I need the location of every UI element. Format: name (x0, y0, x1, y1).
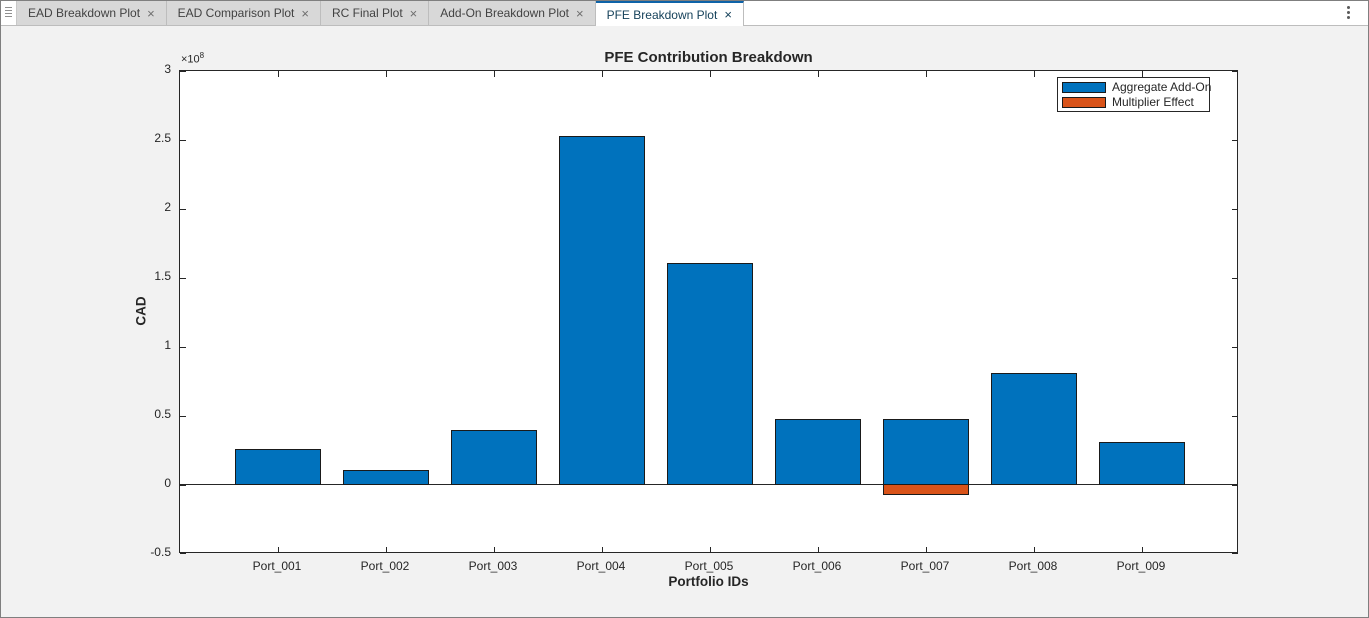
x-tick-label: Port_003 (468, 559, 518, 573)
y-tick-mark (180, 553, 186, 554)
grip-lines-icon (5, 7, 12, 17)
x-tick-mark (602, 71, 603, 77)
legend-swatch-icon (1062, 81, 1106, 93)
y-tick-label: -0.5 (150, 545, 171, 559)
bar-port-007-multiplier-effect[interactable] (883, 484, 969, 495)
tab-close-icon[interactable]: × (724, 7, 732, 22)
x-tick-mark (1142, 547, 1143, 553)
legend-entry-multiplier-effect[interactable]: Multiplier Effect (1062, 95, 1205, 109)
x-tick-label: Port_007 (900, 559, 950, 573)
tab-bar: EAD Breakdown Plot × EAD Comparison Plot × R… (1, 1, 1368, 26)
bar-port-009-aggregate-add-on[interactable] (1099, 442, 1185, 485)
y-tick-mark (1232, 71, 1238, 72)
x-tick-mark (710, 71, 711, 77)
tab-label: EAD Comparison Plot (177, 6, 295, 20)
x-tick-mark (818, 71, 819, 77)
x-tick-mark (926, 547, 927, 553)
y-tick-mark (1232, 553, 1238, 554)
legend-entry-aggregate-add-on[interactable]: Aggregate Add-On (1062, 80, 1211, 94)
x-tick-mark (1034, 71, 1035, 77)
y-tick-mark (180, 278, 186, 279)
x-tick-label: Port_001 (252, 559, 302, 573)
bar-port-007-aggregate-add-on[interactable] (883, 418, 969, 485)
tab-label: Add-On Breakdown Plot (440, 6, 569, 20)
legend-label: Multiplier Effect (1112, 95, 1194, 109)
y-tick-mark (180, 209, 186, 210)
x-tick-mark (494, 71, 495, 77)
y-tick-mark (180, 140, 186, 141)
y-tick-label: 2.5 (154, 131, 171, 145)
tab-rc-final-plot[interactable]: RC Final Plot × (320, 1, 430, 25)
tab-label: PFE Breakdown Plot (606, 7, 718, 22)
y-axis-scale-label: ×108 (181, 51, 205, 66)
y-tick-mark (180, 71, 186, 72)
y-tick-mark (1232, 209, 1238, 210)
y-tick-mark (180, 416, 186, 417)
tab-grip-icon[interactable] (1, 1, 17, 25)
y-tick-mark (180, 347, 186, 348)
tab-close-icon[interactable]: × (147, 5, 155, 21)
x-tick-label: Port_004 (576, 559, 626, 573)
y-tick-mark (1232, 347, 1238, 348)
bar-port-003-aggregate-add-on[interactable] (451, 429, 537, 485)
y-tick-label: 3 (164, 62, 171, 76)
y-tick-label: 2 (164, 200, 171, 214)
y-tick-label: 0.5 (154, 407, 171, 421)
y-tick-mark (1232, 416, 1238, 417)
x-tick-mark (278, 547, 279, 553)
x-tick-label: Port_005 (684, 559, 734, 573)
x-axis-label: Portfolio IDs (668, 574, 749, 589)
y-tick-label: 1 (164, 338, 171, 352)
y-tick-mark (180, 485, 186, 486)
chart-title: PFE Contribution Breakdown (604, 49, 813, 66)
y-tick-mark (1232, 140, 1238, 141)
x-tick-label: Port_002 (360, 559, 410, 573)
y-tick-label: 1.5 (154, 269, 171, 283)
bar-port-006-aggregate-add-on[interactable] (775, 418, 861, 485)
bar-port-005-aggregate-add-on[interactable] (667, 262, 753, 485)
x-tick-mark (386, 71, 387, 77)
x-tick-label: Port_009 (1116, 559, 1166, 573)
bar-port-002-aggregate-add-on[interactable] (343, 469, 429, 485)
bar-port-001-aggregate-add-on[interactable] (235, 449, 321, 485)
tab-pfe-breakdown-plot[interactable]: PFE Breakdown Plot × (595, 1, 744, 26)
figure-canvas: PFE Contribution Breakdown ×108 CAD Port… (1, 26, 1368, 617)
x-tick-label: Port_006 (792, 559, 842, 573)
x-tick-mark (602, 547, 603, 553)
tab-label: RC Final Plot (331, 6, 403, 20)
tab-label: EAD Breakdown Plot (28, 6, 141, 20)
legend-swatch-icon (1062, 96, 1106, 108)
x-tick-mark (926, 71, 927, 77)
x-tick-mark (1142, 71, 1143, 77)
tab-add-on-breakdown-plot[interactable]: Add-On Breakdown Plot × (429, 1, 596, 25)
bar-port-008-aggregate-add-on[interactable] (991, 373, 1077, 485)
x-tick-mark (278, 71, 279, 77)
legend: Aggregate Add-On Multiplier Effect (1057, 77, 1211, 112)
bar-port-004-aggregate-add-on[interactable] (559, 135, 645, 485)
x-tick-mark (710, 547, 711, 553)
tab-ead-breakdown-plot[interactable]: EAD Breakdown Plot × (17, 1, 167, 25)
x-tick-mark (1034, 547, 1035, 553)
y-tick-label: 0 (164, 476, 171, 490)
y-tick-mark (1232, 485, 1238, 486)
tab-close-icon[interactable]: × (301, 5, 309, 21)
x-tick-mark (818, 547, 819, 553)
tab-ead-comparison-plot[interactable]: EAD Comparison Plot × (166, 1, 321, 25)
y-tick-mark (1232, 278, 1238, 279)
legend-label: Aggregate Add-On (1112, 80, 1212, 94)
x-tick-mark (386, 547, 387, 553)
tab-close-icon[interactable]: × (576, 5, 584, 21)
x-tick-mark (494, 547, 495, 553)
tab-close-icon[interactable]: × (409, 5, 418, 21)
x-tick-label: Port_008 (1008, 559, 1058, 573)
tab-overflow-menu-icon[interactable] (1347, 6, 1350, 19)
y-axis-label: CAD (133, 296, 149, 326)
plot-area (179, 70, 1238, 554)
